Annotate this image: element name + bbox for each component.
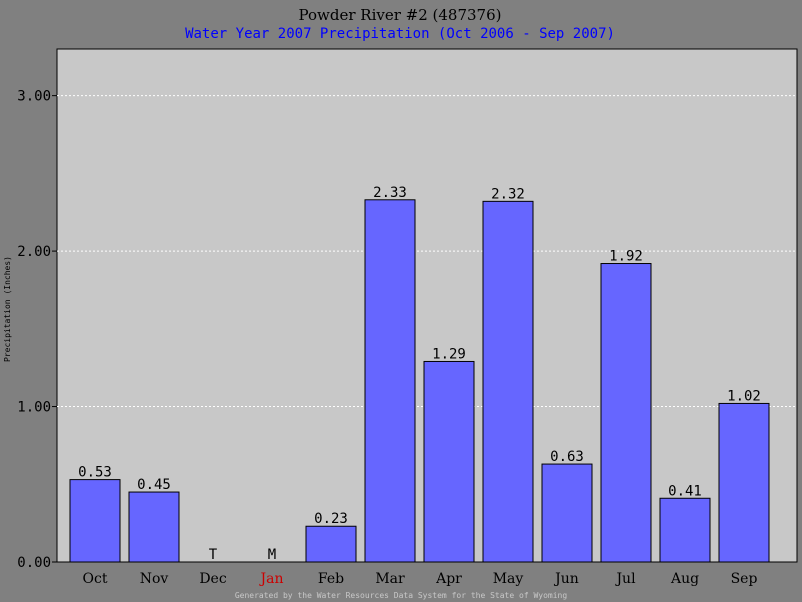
y-tick-label: 2.00 xyxy=(17,244,51,260)
y-axis-label: Precipitation (Inches) xyxy=(3,256,12,362)
data-label-oct: 0.53 xyxy=(78,465,112,481)
chart-subtitle: Water Year 2007 Precipitation (Oct 2006 … xyxy=(185,26,615,42)
bar-jul xyxy=(600,263,652,563)
x-tick-label-apr: Apr xyxy=(435,571,462,587)
x-tick-label-oct: Oct xyxy=(83,571,108,587)
bar-oct xyxy=(69,479,121,563)
data-label-may: 2.32 xyxy=(491,186,525,202)
data-labels: 0.53 0.45 T M 0.23 2.33 1.29 2.32 0.63 1.92 0.41 1.… xyxy=(78,185,761,563)
data-label-dec: T xyxy=(209,547,218,563)
bar-mar xyxy=(364,199,416,563)
bar-aug xyxy=(659,497,711,563)
data-label-jul: 1.92 xyxy=(609,249,643,265)
x-tick-label-aug: Aug xyxy=(670,571,699,587)
x-tick-label-mar: Mar xyxy=(375,571,405,587)
y-tick-label: 3.00 xyxy=(17,89,51,105)
data-label-jun: 0.63 xyxy=(550,449,584,465)
x-axis-ticks: Oct Nov Dec Jan Feb Mar Apr May Jun Jul Aug Sep xyxy=(83,571,758,587)
bar-jun xyxy=(541,463,593,563)
data-label-aug: 0.41 xyxy=(668,483,702,499)
x-tick-label-feb: Feb xyxy=(318,571,344,587)
footer-credit: Generated by the Water Resources Data Sy… xyxy=(235,591,568,600)
x-tick-label-nov: Nov xyxy=(140,571,169,587)
y-tick-label: 0.00 xyxy=(17,555,51,571)
x-tick-label-jun: Jun xyxy=(553,571,579,587)
data-label-apr: 1.29 xyxy=(432,346,466,362)
y-tick-label: 1.00 xyxy=(17,400,51,416)
data-label-sep: 1.02 xyxy=(727,388,761,404)
bar-nov xyxy=(128,491,180,563)
bar-may xyxy=(482,200,534,563)
data-label-feb: 0.23 xyxy=(314,511,348,527)
bar-sep xyxy=(718,402,770,563)
y-axis-ticks: 0.00 1.00 2.00 3.00 xyxy=(17,89,57,571)
x-tick-label-may: May xyxy=(493,571,524,587)
bar-apr xyxy=(423,360,475,563)
data-label-jan: M xyxy=(268,547,276,563)
data-label-mar: 2.33 xyxy=(373,185,407,201)
x-tick-label-jul: Jul xyxy=(614,571,636,587)
data-label-nov: 0.45 xyxy=(137,477,171,493)
x-tick-label-sep: Sep xyxy=(731,571,758,587)
x-tick-label-jan: Jan xyxy=(259,571,284,587)
chart-title: Powder River #2 (487376) xyxy=(299,6,502,24)
x-tick-label-dec: Dec xyxy=(199,571,227,587)
bars xyxy=(69,199,770,563)
bar-feb xyxy=(305,525,357,563)
